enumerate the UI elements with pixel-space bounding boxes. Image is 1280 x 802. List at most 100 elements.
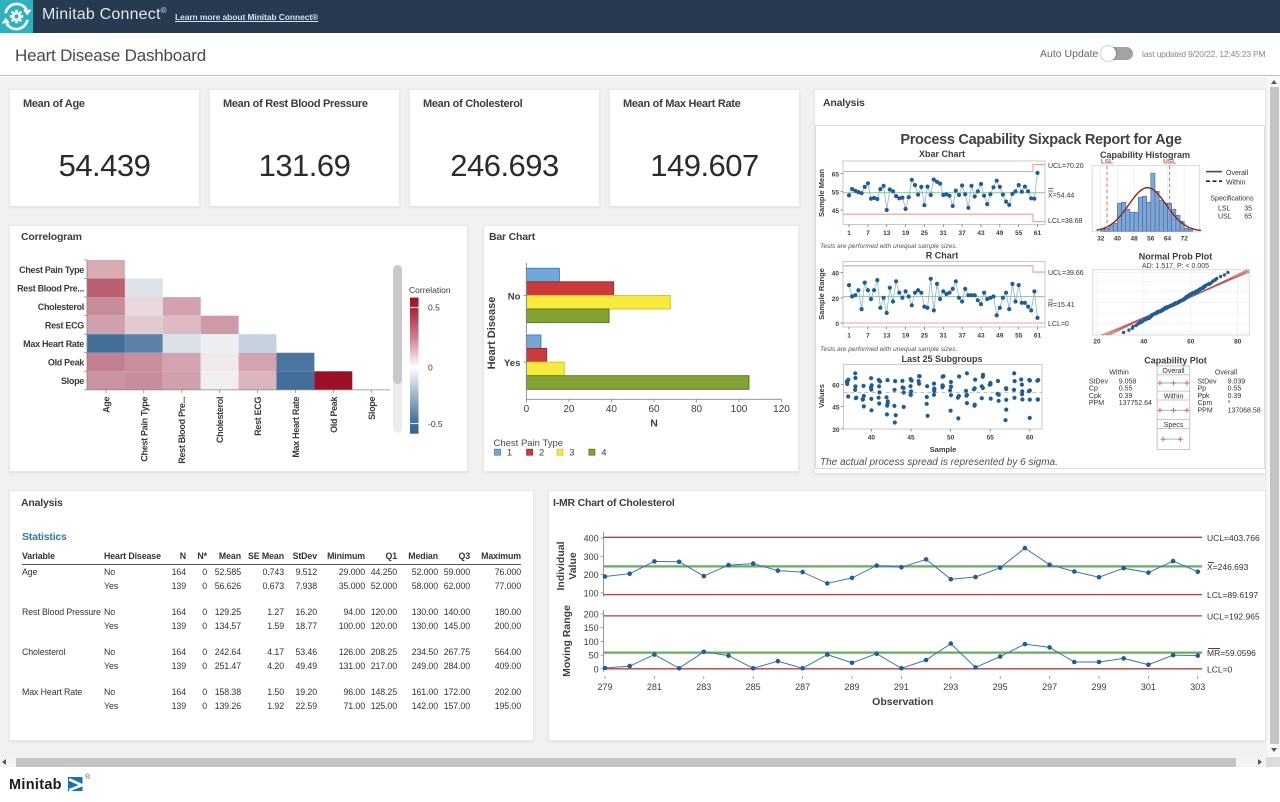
svg-text:43: 43	[977, 230, 985, 237]
svg-text:-0.5: -0.5	[428, 419, 443, 429]
svg-text:LSL: LSL	[1218, 206, 1231, 213]
svg-text:Max Heart Rate: Max Heart Rate	[291, 397, 301, 458]
svg-text:137752.64: 137752.64	[1119, 400, 1152, 407]
svg-text:100: 100	[584, 588, 599, 598]
svg-text:0: 0	[835, 321, 839, 328]
svg-text:100: 100	[731, 404, 748, 415]
svg-text:120: 120	[773, 404, 790, 415]
svg-text:Within: Within	[1109, 370, 1129, 377]
svg-text:40: 40	[832, 271, 840, 278]
svg-text:Rest ECG: Rest ECG	[45, 320, 84, 330]
svg-text:Moving Range: Moving Range	[561, 605, 573, 677]
svg-text:Pp: Pp	[1198, 386, 1207, 393]
svg-text:80: 80	[691, 404, 703, 415]
svg-text:20: 20	[1093, 339, 1101, 346]
svg-text:0: 0	[524, 404, 530, 415]
svg-text:UCL=70.20: UCL=70.20	[1048, 163, 1084, 170]
svg-text:48: 48	[1130, 236, 1138, 243]
svg-text:285: 285	[746, 682, 761, 692]
svg-text:1: 1	[507, 447, 512, 458]
svg-text:289: 289	[844, 682, 859, 692]
svg-text:Within: Within	[1226, 180, 1246, 187]
svg-text:Observation: Observation	[872, 696, 933, 708]
svg-text:Cholesterol: Cholesterol	[215, 397, 225, 443]
svg-text:Ppk: Ppk	[1198, 393, 1211, 400]
svg-text:StDev: StDev	[1198, 378, 1218, 385]
svg-text:4: 4	[601, 447, 606, 458]
svg-text:40: 40	[1140, 339, 1148, 346]
svg-text:USL: USL	[1218, 214, 1232, 221]
svg-text:Old Peak: Old Peak	[48, 358, 85, 368]
svg-text:PPM: PPM	[1089, 400, 1104, 407]
svg-text:56: 56	[1147, 236, 1155, 243]
svg-text:45: 45	[907, 435, 915, 442]
svg-text:Cp: Cp	[1089, 386, 1098, 393]
svg-text:400: 400	[584, 534, 599, 544]
svg-text:Overall: Overall	[1162, 368, 1185, 375]
svg-text:Normal Prob Plot: Normal Prob Plot	[1139, 252, 1213, 262]
svg-text:60: 60	[832, 382, 840, 389]
svg-text:0.39: 0.39	[1228, 393, 1242, 400]
svg-text:StDev: StDev	[1089, 378, 1109, 385]
svg-text:Values: Values	[817, 384, 826, 408]
svg-text:MR=59.0596: MR=59.0596	[1207, 648, 1256, 658]
svg-text:Rest Blood Pre...: Rest Blood Pre...	[177, 397, 187, 464]
svg-text:0.55: 0.55	[1228, 386, 1242, 393]
svg-text:0.39: 0.39	[1119, 393, 1133, 400]
svg-text:LSL: LSL	[1101, 159, 1113, 166]
svg-text:40: 40	[606, 404, 618, 415]
svg-text:Last 25 Subgroups: Last 25 Subgroups	[901, 354, 982, 364]
svg-text:Sample Range: Sample Range	[817, 268, 826, 320]
svg-text:No: No	[508, 291, 521, 302]
svg-text:Rest ECG: Rest ECG	[253, 397, 263, 436]
svg-text:49: 49	[996, 333, 1004, 340]
svg-text:13: 13	[883, 230, 891, 237]
svg-text:287: 287	[795, 682, 810, 692]
svg-text:Heart Disease: Heart Disease	[486, 297, 498, 370]
svg-text:Capability Plot: Capability Plot	[1144, 356, 1207, 366]
svg-text:N: N	[650, 418, 658, 430]
svg-text:55: 55	[832, 190, 840, 197]
svg-text:49: 49	[996, 230, 1004, 237]
svg-text:60: 60	[1187, 339, 1195, 346]
svg-text:50: 50	[947, 435, 955, 442]
svg-text:Process Capability Sixpack Rep: Process Capability Sixpack Report for Ag…	[900, 132, 1182, 148]
svg-text:60: 60	[1026, 435, 1034, 442]
svg-text:X=246.693: X=246.693	[1207, 562, 1249, 572]
svg-text:45: 45	[832, 405, 840, 412]
svg-text:55: 55	[987, 435, 995, 442]
svg-text:Overall: Overall	[1226, 170, 1249, 177]
svg-text:32: 32	[1097, 236, 1105, 243]
svg-text:61: 61	[1034, 230, 1042, 237]
svg-text:*: *	[1228, 400, 1231, 407]
svg-text:20: 20	[832, 296, 840, 303]
svg-text:Cholesterol: Cholesterol	[38, 302, 84, 312]
svg-text:1: 1	[847, 230, 851, 237]
svg-text:293: 293	[943, 682, 958, 692]
svg-text:LCL=0: LCL=0	[1048, 321, 1069, 328]
svg-text:UCL=403.766: UCL=403.766	[1207, 533, 1260, 543]
svg-text:UCL=39.66: UCL=39.66	[1048, 270, 1084, 277]
svg-text:9.039: 9.039	[1228, 378, 1246, 385]
svg-text:LCL=38.68: LCL=38.68	[1048, 218, 1083, 225]
svg-text:25: 25	[921, 333, 929, 340]
svg-text:R=15.41: R=15.41	[1048, 302, 1075, 309]
svg-text:281: 281	[647, 682, 662, 692]
svg-text:64: 64	[1164, 236, 1172, 243]
svg-text:19: 19	[902, 230, 910, 237]
svg-text:61: 61	[1034, 333, 1042, 340]
svg-text:0.55: 0.55	[1119, 386, 1133, 393]
svg-text:55: 55	[1015, 230, 1023, 237]
svg-text:Chest Pain Type: Chest Pain Type	[494, 438, 564, 449]
svg-text:Chest Pain Type: Chest Pain Type	[139, 397, 149, 462]
svg-text:50: 50	[589, 651, 599, 661]
svg-text:Individual: Individual	[555, 541, 567, 590]
svg-text:Slope: Slope	[61, 376, 84, 386]
svg-text:Specs: Specs	[1164, 422, 1184, 429]
svg-text:31: 31	[940, 333, 948, 340]
svg-text:X=54.44: X=54.44	[1048, 193, 1074, 200]
svg-text:0: 0	[428, 363, 433, 373]
svg-text:Overall: Overall	[1215, 370, 1238, 377]
svg-text:299: 299	[1091, 682, 1106, 692]
svg-text:200: 200	[584, 610, 599, 620]
